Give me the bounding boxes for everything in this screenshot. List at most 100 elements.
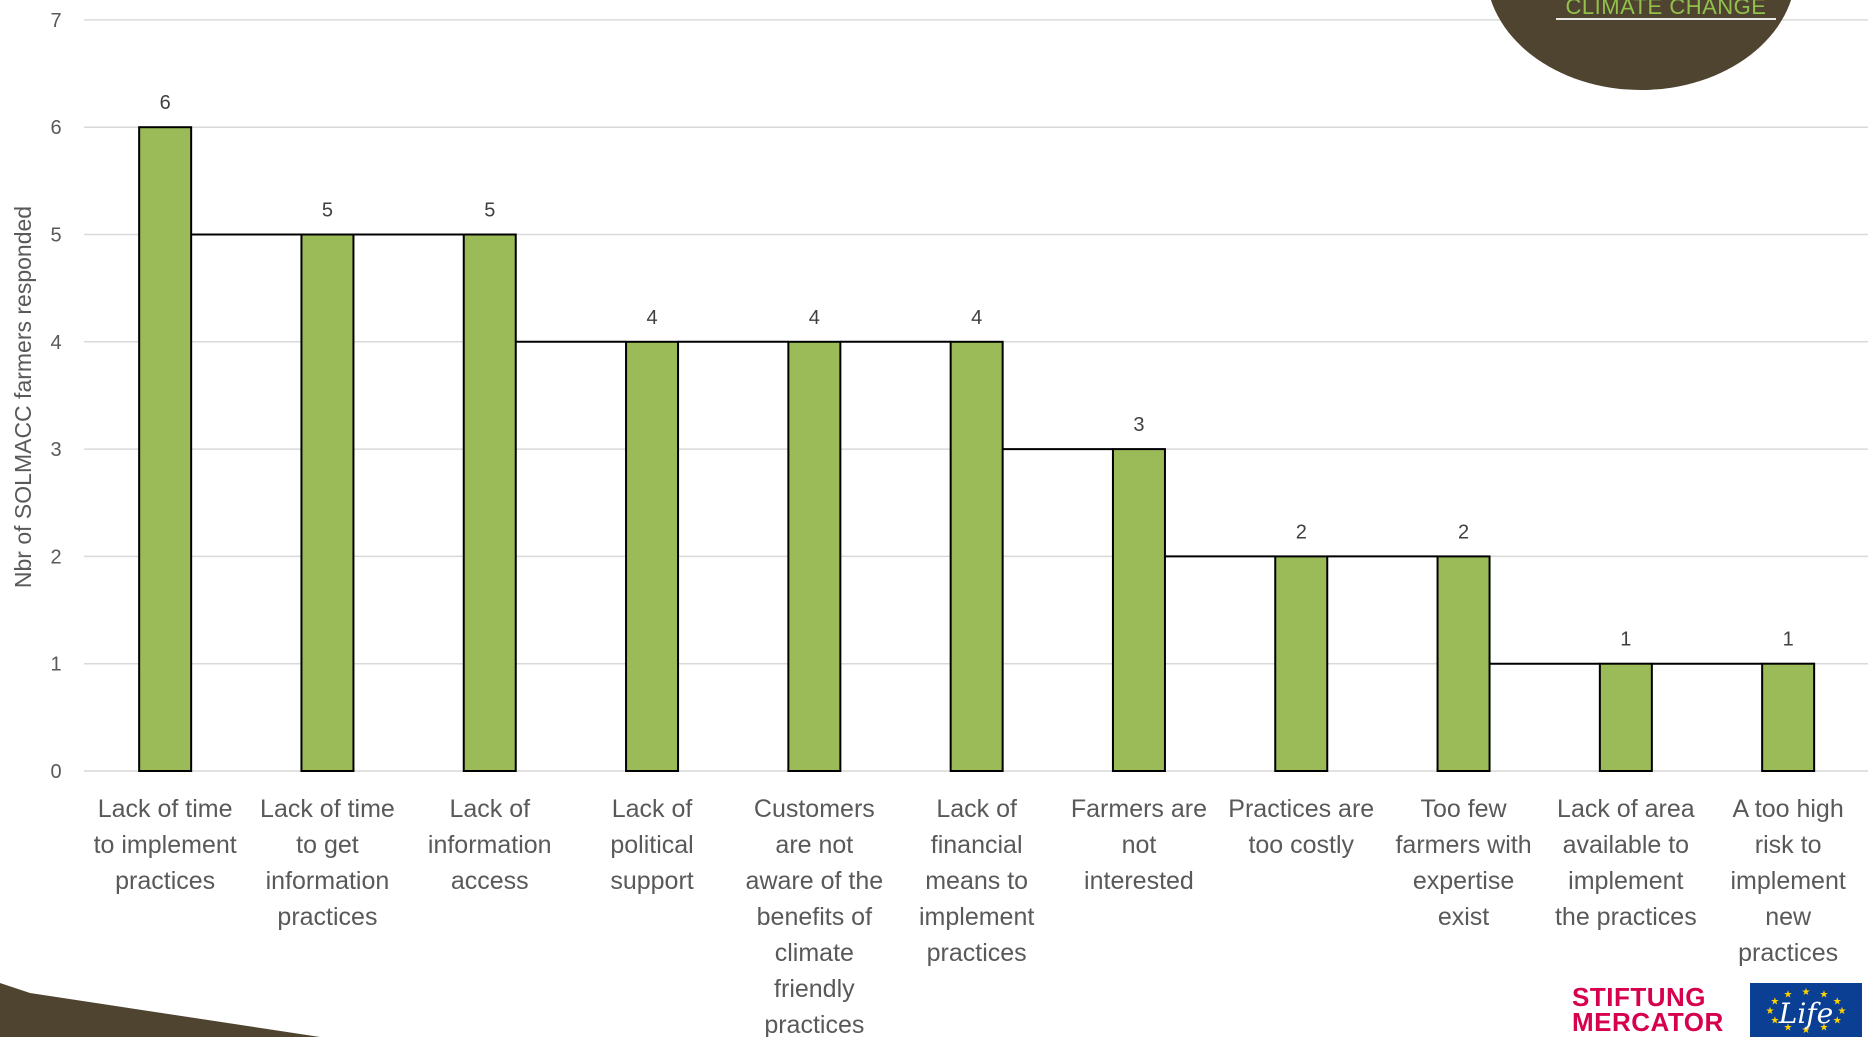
- header-divider: [1556, 18, 1776, 20]
- stiftung-mercator-logo: STIFTUNG MERCATOR: [1572, 982, 1724, 1037]
- x-category-label: too costly: [1248, 831, 1354, 859]
- x-category-label: new: [1765, 903, 1812, 931]
- eu-star-icon: ★: [1820, 990, 1829, 1001]
- eu-star-icon: ★: [1833, 997, 1842, 1008]
- y-tick-label: 1: [50, 654, 61, 676]
- x-category-label: financial: [931, 831, 1023, 859]
- bar: [787, 340, 842, 772]
- bar: [300, 233, 355, 772]
- x-category-label: friendly: [774, 975, 855, 1003]
- x-category-label: available to: [1563, 831, 1689, 859]
- x-category-label: practices: [115, 867, 215, 895]
- logo-line-1: STIFTUNG: [1572, 982, 1706, 1012]
- header-badge-text: CLIMATE CHANGE: [1565, 0, 1767, 19]
- y-tick-label: 6: [50, 117, 61, 139]
- x-category-label: Farmers are: [1071, 795, 1207, 823]
- data-label: 1: [1783, 629, 1794, 651]
- data-label: 4: [646, 307, 657, 329]
- x-category-label: interested: [1084, 867, 1194, 895]
- x-category-label: are not: [775, 831, 853, 859]
- x-category-label: practices: [764, 1011, 864, 1037]
- x-category-label: exist: [1438, 903, 1489, 931]
- eu-stars-icon: ★★★★★★★★★ ★ ★★ Life: [1766, 987, 1847, 1036]
- bar: [949, 340, 1004, 772]
- x-axis-categories: Lack of time to implement practices Lack of…: [94, 795, 1846, 1037]
- eu-star-icon: ★: [1838, 1006, 1847, 1017]
- data-label: 1: [1620, 629, 1631, 651]
- eu-star-icon: ★: [1784, 1022, 1793, 1033]
- bar: [138, 126, 193, 772]
- bars: [138, 126, 1816, 773]
- eu-star-icon: ★: [1770, 1016, 1779, 1027]
- x-category-label: practices: [277, 903, 377, 931]
- x-category-label: practices: [927, 939, 1027, 967]
- eu-star-icon: ★: [1820, 1022, 1829, 1033]
- x-category-label: implement: [1568, 867, 1683, 895]
- data-label: 3: [1133, 414, 1144, 436]
- x-category-label: not: [1122, 831, 1157, 859]
- x-category-label: Lack of area: [1557, 795, 1695, 823]
- y-axis-label: Nbr of SOLMACC farmers responded: [10, 206, 36, 588]
- x-category-label: expertise: [1413, 867, 1514, 895]
- bar: [1761, 662, 1816, 773]
- data-label: 5: [322, 200, 333, 222]
- logo-line-2: MERCATOR: [1572, 1007, 1724, 1037]
- data-label: 2: [1458, 521, 1469, 543]
- x-category-label: Lack of: [936, 795, 1017, 823]
- x-category-label: A too high: [1733, 795, 1844, 823]
- y-tick-label: 2: [50, 546, 61, 568]
- step-connectors: [191, 233, 1763, 665]
- x-category-label: access: [451, 867, 529, 895]
- eu-star-icon: ★: [1833, 1016, 1842, 1027]
- data-label: 4: [971, 307, 982, 329]
- bar: [462, 233, 517, 772]
- eu-star-icon: ★: [1770, 997, 1779, 1008]
- eu-star-icon: ★: [1802, 1025, 1811, 1036]
- x-category-label: the practices: [1555, 903, 1697, 931]
- data-label: 6: [160, 92, 171, 114]
- life-logo-text: Life: [1778, 997, 1833, 1030]
- y-tick-label: 3: [50, 439, 61, 461]
- y-axis-ticks: 0 1 2 3 4 5 6 7: [50, 10, 61, 783]
- bar: [1436, 555, 1491, 773]
- x-category-label: implement: [1730, 867, 1845, 895]
- x-category-label: Customers: [754, 795, 875, 823]
- x-category-label: implement: [919, 903, 1034, 931]
- x-category-label: Lack of: [449, 795, 530, 823]
- x-category-label: Lack of time: [260, 795, 395, 823]
- eu-star-icon: ★: [1784, 990, 1793, 1001]
- corner-decoration: [0, 983, 320, 1037]
- y-tick-label: 0: [50, 761, 61, 783]
- bar: [1598, 662, 1653, 773]
- x-category-label: information: [266, 867, 390, 895]
- x-category-label: benefits of: [757, 903, 872, 931]
- x-category-label: practices: [1738, 939, 1838, 967]
- eu-star-icon: ★: [1766, 1006, 1775, 1017]
- x-category-label: Practices are: [1228, 795, 1374, 823]
- x-category-label: aware of the: [746, 867, 884, 895]
- x-category-label: Lack of time: [98, 795, 233, 823]
- bar: [1274, 555, 1329, 773]
- x-category-label: climate: [775, 939, 854, 967]
- y-tick-label: 5: [50, 225, 61, 247]
- y-tick-label: 4: [50, 332, 61, 354]
- data-label: 5: [484, 200, 495, 222]
- eu-star-icon: ★: [1802, 987, 1811, 998]
- x-category-label: Lack of: [612, 795, 693, 823]
- bar: [1111, 448, 1166, 772]
- data-labels: 6 5 5 4 4 4 3 2 2 1 1: [160, 92, 1794, 651]
- x-category-label: political: [610, 831, 693, 859]
- data-label: 4: [809, 307, 820, 329]
- bar: [625, 340, 680, 772]
- x-category-label: to get: [296, 831, 359, 859]
- x-category-label: information: [428, 831, 552, 859]
- data-label: 2: [1296, 521, 1307, 543]
- eu-life-logo: ★ ★ ★ ★ ★ ★ ★ ★ ★ ★ ★ ★ Life: [1750, 983, 1862, 1037]
- y-tick-label: 7: [50, 10, 61, 32]
- x-category-label: Too few: [1420, 795, 1507, 823]
- x-category-label: to implement: [94, 831, 237, 859]
- x-category-label: support: [610, 867, 693, 895]
- x-category-label: risk to: [1755, 831, 1822, 859]
- x-category-label: farmers with: [1395, 831, 1531, 859]
